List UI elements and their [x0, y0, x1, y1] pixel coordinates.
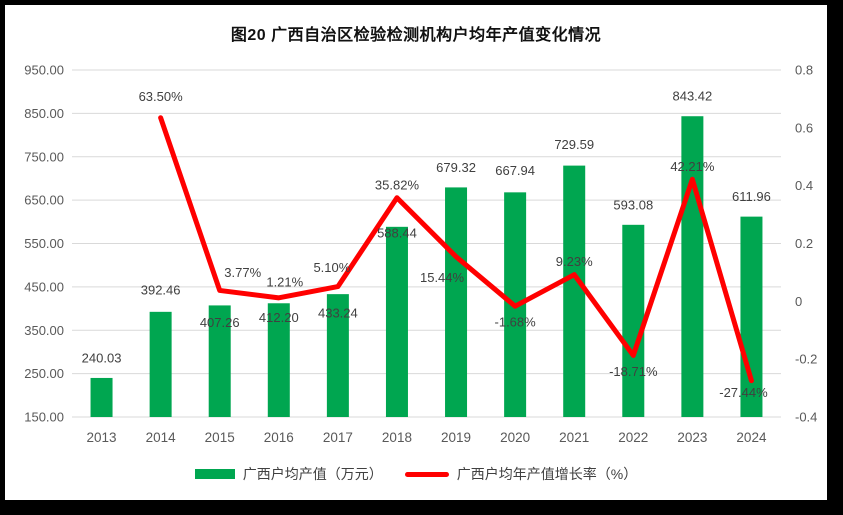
- legend-line-label: 广西户均年产值增长率（%）: [456, 466, 638, 482]
- bar-value-label: 679.32: [436, 160, 476, 175]
- left-axis-tick-label: 850.00: [24, 106, 64, 121]
- legend-bar-swatch-icon: [194, 469, 235, 479]
- bar-2019: [445, 187, 468, 417]
- line-value-label: 35.82%: [375, 177, 420, 192]
- x-axis-category-label: 2024: [736, 430, 767, 445]
- right-axis-tick-label: 0.8: [795, 63, 813, 78]
- chart-area: 图20 广西自治区检验检测机构户均年产值变化情况 950.00 850.00 750…: [5, 5, 827, 500]
- left-axis-tick-label: 650.00: [24, 193, 64, 208]
- x-axis-category-label: 2020: [500, 430, 530, 445]
- bar-value-label: 593.08: [613, 197, 653, 212]
- left-axis-tick-label: 950.00: [24, 63, 64, 78]
- x-axis-category-label: 2022: [618, 430, 648, 445]
- line-value-label: 9.23%: [556, 254, 593, 269]
- bar-2016: [267, 303, 290, 417]
- left-axis-tick-label: 450.00: [24, 279, 64, 294]
- bar-value-label: 412.20: [259, 310, 299, 325]
- bar-2013: [90, 377, 113, 417]
- right-axis-tick-label: 0.2: [795, 236, 813, 251]
- x-axis-category-label: 2016: [264, 430, 294, 445]
- bar-value-label: 588.44: [377, 225, 417, 240]
- left-axis-tick-label: 350.00: [24, 323, 64, 338]
- line-value-label: 42.21%: [670, 159, 715, 174]
- left-axis-tick-label: 550.00: [24, 236, 64, 251]
- bar-value-label: 433.24: [318, 306, 358, 321]
- bar-value-label: 843.42: [672, 89, 712, 104]
- right-axis-tick-label: 0: [795, 294, 802, 309]
- x-axis-category-label: 2018: [382, 430, 412, 445]
- x-axis-category-label: 2014: [146, 430, 177, 445]
- bar-2022: [622, 224, 645, 417]
- x-axis-category-label: 2013: [87, 430, 117, 445]
- line-value-label: -1.68%: [495, 315, 537, 330]
- line-value-label: -27.44%: [719, 385, 768, 400]
- line-value-label: 5.10%: [313, 260, 350, 275]
- legend: 广西户均产值（万元） 广西户均年产值增长率（%）: [5, 464, 827, 484]
- bar-value-label: 667.94: [495, 163, 535, 178]
- line-value-label: 1.21%: [266, 274, 303, 289]
- legend-bar-label: 广西户均产值（万元）: [242, 466, 383, 482]
- bar-2017: [326, 294, 349, 417]
- plot-area: 950.00 850.00 750.00 650.00 550.00 450.00 350.…: [24, 63, 817, 446]
- bar-value-label: 392.46: [141, 282, 181, 297]
- chart-title: 图20 广西自治区检验检测机构户均年产值变化情况: [230, 27, 602, 44]
- right-axis-tick-label: 0.6: [795, 120, 813, 135]
- x-axis-category-label: 2015: [205, 430, 235, 445]
- left-axis-tick-label: 750.00: [24, 149, 64, 164]
- bar-value-label: 611.96: [732, 189, 771, 204]
- bar-value-label: 407.26: [200, 315, 240, 330]
- line-value-label: 3.77%: [224, 265, 261, 280]
- right-axis-tick-label: -0.2: [795, 352, 817, 367]
- right-axis-tick-label: -0.4: [795, 410, 817, 425]
- x-axis-category-label: 2023: [677, 430, 707, 445]
- line-value-label: 15.44%: [420, 270, 465, 285]
- x-axis-category-label: 2017: [323, 430, 353, 445]
- bar-2018: [385, 226, 408, 417]
- legend-line-swatch-icon: [404, 471, 449, 477]
- left-axis-tick-label: 250.00: [24, 366, 64, 381]
- line-value-label: 63.50%: [139, 89, 184, 104]
- growth-rate-line: [158, 115, 754, 384]
- bar-value-label: 729.59: [554, 137, 594, 152]
- line-value-label: -18.71%: [609, 364, 658, 379]
- bar-2021: [563, 165, 586, 417]
- x-axis-category-label: 2021: [559, 430, 589, 445]
- bar-2014: [149, 311, 172, 417]
- left-axis-tick-label: 150.00: [24, 410, 64, 425]
- bar-2015: [208, 305, 231, 417]
- bar-value-label: 240.03: [82, 350, 122, 365]
- x-axis-category-label: 2019: [441, 430, 471, 445]
- right-axis-tick-label: 0.4: [795, 178, 813, 193]
